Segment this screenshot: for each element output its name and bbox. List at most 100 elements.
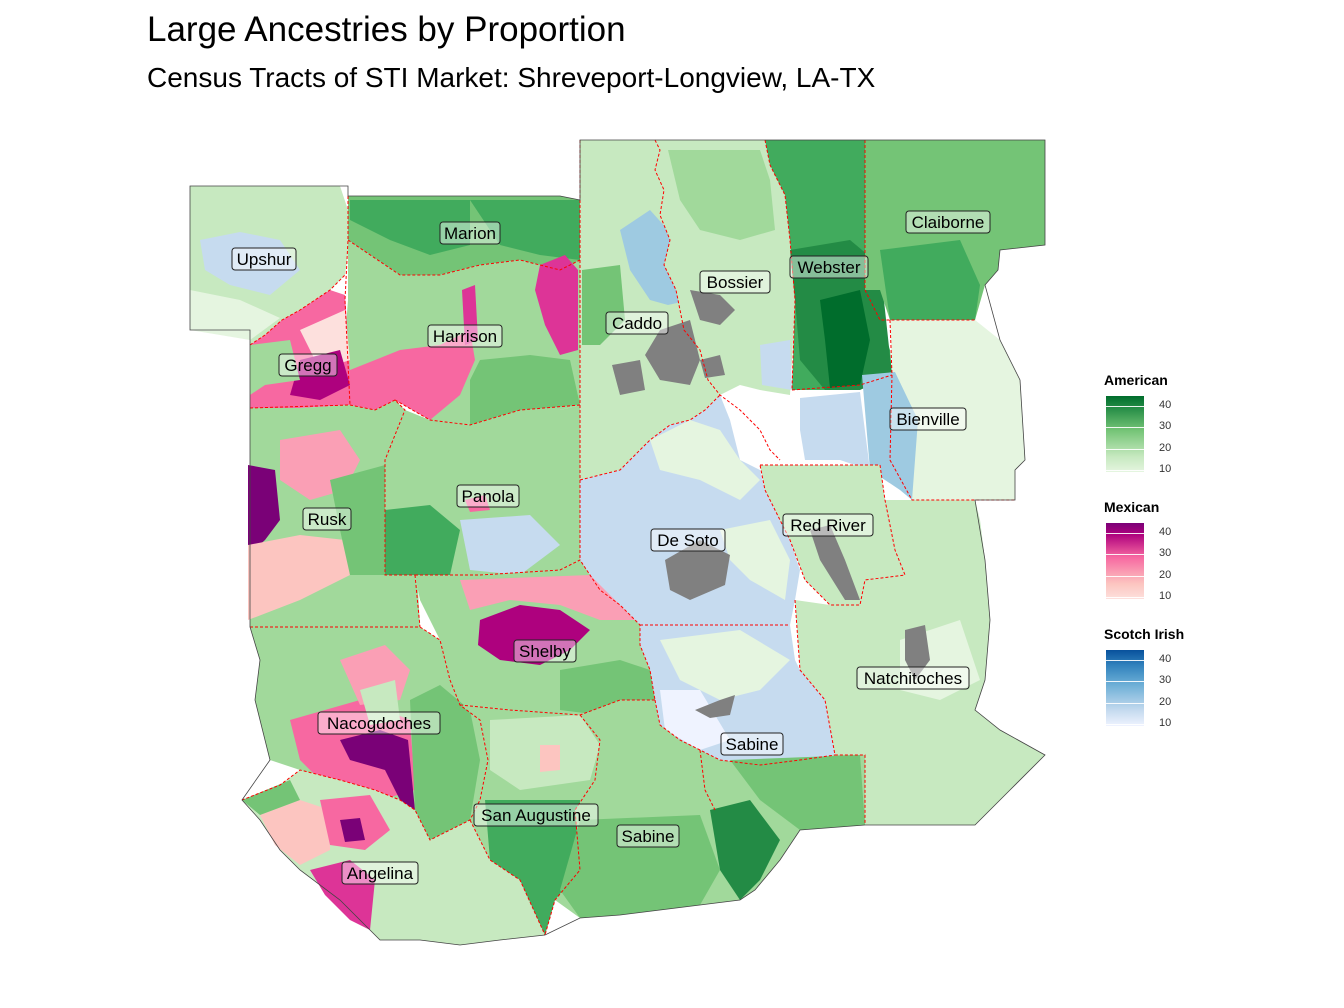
region-webster-darkest — [820, 290, 870, 388]
svg-text:Panola: Panola — [462, 487, 515, 506]
svg-text:Sabine: Sabine — [726, 735, 779, 754]
svg-text:Rusk: Rusk — [308, 510, 347, 529]
region-nacogdoches-purple — [340, 730, 415, 810]
county-label-nacogdoches: Nacogdoches — [317, 711, 441, 735]
market-outline — [189, 139, 1046, 946]
svg-text:Harrison: Harrison — [433, 327, 497, 346]
legend-scotch-irish: Scotch Irish 40 30 20 10 — [1104, 626, 1224, 729]
svg-text:Shelby: Shelby — [519, 642, 571, 661]
region-sabine-tx-dark — [710, 800, 780, 900]
legend-scotch-irish-title: Scotch Irish — [1104, 626, 1185, 642]
county-label-webster: Webster — [789, 255, 869, 279]
county-label-bossier: Bossier — [699, 270, 771, 294]
legend-american-tick-20: 20 — [1159, 442, 1172, 454]
region-angelina-magenta — [310, 860, 375, 930]
region-harrison-green — [470, 355, 580, 425]
svg-text:Nacogdoches: Nacogdoches — [327, 714, 431, 733]
region-harrison-magenta — [535, 255, 578, 355]
region-desoto-pale — [720, 520, 790, 600]
region-sanaugustine-green — [485, 800, 580, 935]
region-angelina-purple — [340, 818, 365, 842]
county-label-desoto: De Soto — [650, 528, 726, 552]
county-label-natchitoches: Natchitoches — [856, 666, 970, 690]
legend-american-tick-40: 40 — [1159, 399, 1172, 411]
region-claiborne-dark — [880, 240, 980, 320]
legend-mexican-gradient — [1106, 523, 1144, 599]
legend-scotch-irish-gradient — [1106, 650, 1144, 726]
county-label-marion: Marion — [439, 221, 501, 245]
region-missing-redriver — [810, 525, 860, 600]
county-label-sanaugustine: San Augustine — [473, 803, 599, 827]
map-title: Large Ancestries by Proportion — [147, 10, 626, 49]
county-label-upshur: Upshur — [231, 247, 297, 271]
region-missing-caddo2 — [612, 360, 645, 395]
county-borders — [241, 139, 1015, 936]
svg-text:Claiborne: Claiborne — [912, 213, 985, 232]
county-label-claiborne: Claiborne — [905, 210, 991, 234]
legend-mexican-tick-30: 30 — [1159, 547, 1172, 559]
county-label-sabine-tx: Sabine — [616, 824, 680, 848]
svg-text:Webster: Webster — [798, 258, 861, 277]
region-harrison-pink — [350, 330, 475, 420]
region-nacogdoches-green — [410, 685, 480, 840]
legend-mexican: Mexican 40 30 20 10 — [1104, 499, 1224, 602]
county-label-angelina: Angelina — [341, 861, 419, 885]
legend-mexican-tick-40: 40 — [1159, 526, 1172, 538]
region-panola-pink — [465, 495, 490, 512]
county-label-caddo: Caddo — [605, 311, 669, 335]
region-panola-green — [385, 505, 460, 575]
region-nacogdoches-pale — [360, 680, 400, 725]
region-shelby-magenta — [478, 605, 590, 665]
legend-american-tick-10: 10 — [1159, 463, 1172, 475]
svg-text:Bienville: Bienville — [896, 410, 959, 429]
region-sabine-la-pale — [660, 690, 730, 750]
svg-text:Gregg: Gregg — [284, 356, 331, 375]
region-desoto-light — [650, 420, 760, 500]
region-panola-blue — [460, 515, 560, 575]
legend-american-title: American — [1104, 372, 1168, 388]
county-label-sabine-la: Sabine — [720, 732, 784, 756]
svg-text:Marion: Marion — [444, 224, 496, 243]
county-label-gregg: Gregg — [278, 353, 338, 377]
region-missing-bossier — [690, 290, 735, 325]
county-label-rusk: Rusk — [302, 507, 352, 531]
region-caddo — [580, 140, 720, 480]
legend-scotch-irish-tick-20: 20 — [1159, 696, 1172, 708]
region-gregg-dark — [290, 350, 350, 400]
region-missing-desoto — [665, 540, 730, 600]
region-shelby-pink — [460, 575, 635, 620]
region-upshur-light — [190, 290, 280, 340]
region-bienville-west — [800, 392, 870, 470]
region-rusk-pinklight — [248, 535, 350, 620]
legend-mexican-tick-10: 10 — [1159, 590, 1172, 602]
county-label-panola: Panola — [456, 484, 520, 508]
legend-american-tick-30: 30 — [1159, 420, 1172, 432]
legend-scotch-irish-tick-30: 30 — [1159, 674, 1172, 686]
region-bienville — [890, 320, 1025, 500]
svg-text:Sabine: Sabine — [622, 827, 675, 846]
legend-scotch-irish-tick-10: 10 — [1159, 717, 1172, 729]
legend-scotch-irish-tick-40: 40 — [1159, 653, 1172, 665]
region-harrison-pinkmag — [462, 285, 478, 345]
svg-text:Angelina: Angelina — [347, 864, 414, 883]
region-sabine-tx-mid — [560, 815, 720, 918]
region-angelina-green — [242, 780, 300, 815]
region-bossier-dark — [668, 150, 775, 240]
county-label-shelby: Shelby — [513, 639, 577, 663]
legend-mexican-tick-20: 20 — [1159, 569, 1172, 581]
svg-text:Red River: Red River — [790, 516, 866, 535]
county-label-harrison: Harrison — [427, 324, 503, 348]
region-missing-caddo3 — [700, 355, 725, 378]
map-subtitle: Census Tracts of STI Market: Shreveport-… — [147, 62, 876, 93]
legend-american: American 40 30 20 10 — [1104, 372, 1224, 475]
svg-text:De Soto: De Soto — [657, 531, 718, 550]
svg-text:Bossier: Bossier — [707, 273, 764, 292]
region-sabine-tx-green — [730, 755, 865, 830]
svg-text:Upshur: Upshur — [237, 250, 292, 269]
county-label-bienville: Bienville — [889, 407, 967, 431]
svg-text:San Augustine: San Augustine — [481, 806, 591, 825]
region-bossier-blue — [760, 340, 792, 390]
region-missing-sabine — [695, 695, 735, 718]
region-angelina-pink — [260, 800, 330, 865]
